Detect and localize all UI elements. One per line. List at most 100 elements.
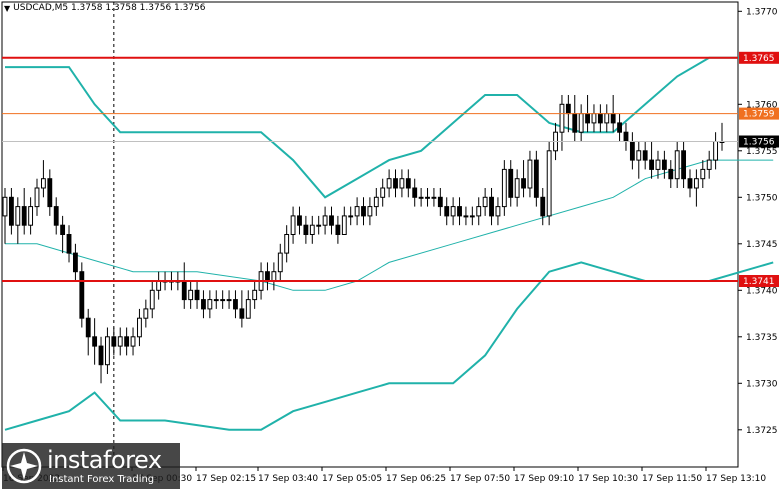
- y-tick-label: 1.3735: [746, 333, 778, 343]
- candle-body: [386, 178, 392, 189]
- candle-body: [367, 206, 373, 217]
- candle-body: [489, 196, 494, 217]
- candle-body: [207, 299, 213, 310]
- candle-body: [213, 299, 219, 302]
- candle-body: [284, 234, 290, 254]
- level-price-label: 1.3765: [743, 54, 775, 64]
- candle-body: [527, 159, 533, 189]
- candle-body: [226, 299, 232, 302]
- candle-body: [149, 289, 155, 310]
- x-tick-label: 17 Sep 03:40: [258, 474, 318, 484]
- candle-body: [559, 103, 565, 133]
- level-price-label: 1.3759: [743, 110, 775, 120]
- candle-body: [72, 252, 78, 273]
- candle-body: [111, 336, 117, 347]
- candle-body: [316, 224, 322, 227]
- candle-body: [533, 159, 539, 198]
- candle-body: [271, 271, 277, 282]
- candle-body: [591, 113, 597, 124]
- level-price-label: 1.3741: [743, 277, 775, 287]
- candle-body: [354, 206, 360, 217]
- candle-body: [629, 141, 635, 161]
- candle-body: [706, 159, 712, 170]
- candle-body: [34, 187, 40, 208]
- candle-body: [309, 224, 315, 235]
- symbol-readout: USDCAD,M5 1.3758 1.3758 1.3756 1.3756: [13, 3, 206, 13]
- candle-body: [329, 215, 334, 226]
- candle-body: [693, 178, 699, 189]
- candle-body: [565, 103, 571, 115]
- candle-body: [117, 336, 123, 347]
- level-price-tag: [739, 135, 779, 148]
- y-tick-label: 1.3725: [746, 426, 778, 436]
- candle-body: [636, 150, 642, 161]
- candle-body: [303, 224, 309, 235]
- candle-body: [521, 178, 526, 189]
- candle-body: [28, 206, 34, 226]
- candle-body: [130, 336, 136, 347]
- candle-body: [437, 196, 443, 208]
- candle-body: [649, 159, 655, 170]
- candle-body: [8, 196, 14, 226]
- watermark-name: instaforex: [47, 446, 162, 474]
- candle-body: [92, 336, 98, 347]
- y-tick-label: 1.3745: [746, 240, 778, 250]
- candle-body: [642, 150, 648, 161]
- candle-body: [194, 289, 200, 301]
- candle-body: [457, 206, 462, 217]
- candle-body: [47, 178, 53, 208]
- candle-body: [514, 178, 520, 198]
- triangle-down-icon[interactable]: ▼: [4, 3, 11, 13]
- candle-body: [713, 141, 719, 161]
- candle-body: [540, 196, 546, 217]
- candle-body: [15, 206, 21, 226]
- candle-body: [617, 122, 622, 133]
- candle-body: [245, 299, 251, 319]
- candle-body: [252, 289, 258, 301]
- candle-body: [450, 206, 456, 217]
- candle-body: [137, 317, 142, 338]
- candle-body: [578, 113, 584, 133]
- candle-body: [361, 206, 366, 217]
- candle-body: [444, 206, 450, 217]
- y-tick-label: 1.3755: [746, 147, 778, 157]
- candle-body: [546, 150, 552, 217]
- level-price-tag: [739, 107, 779, 120]
- candle-body: [399, 178, 405, 189]
- candle-body: [98, 345, 104, 366]
- y-tick-label: 1.3730: [746, 379, 778, 389]
- y-tick-label: 1.3760: [746, 100, 778, 110]
- candle-body: [668, 168, 674, 180]
- candle-body: [341, 215, 347, 235]
- candle-body: [405, 178, 411, 189]
- level-price-tag: [739, 275, 779, 287]
- candle-body: [201, 299, 206, 310]
- candle-body: [700, 168, 706, 180]
- y-tick-label: 1.3770: [746, 7, 778, 17]
- level-price-label: 1.3756: [743, 138, 775, 148]
- chart-header: ▼ USDCAD,M5 1.3758 1.3758 1.3756 1.3756: [4, 3, 206, 13]
- candle-body: [418, 196, 424, 199]
- candle-body: [623, 131, 629, 142]
- candle-body: [40, 178, 46, 189]
- x-tick-label: 17 Sep 06:25: [386, 474, 446, 484]
- candle-body: [79, 271, 85, 319]
- instaforex-logo: instaforex Instant Forex Trading: [2, 443, 180, 489]
- candle-body: [393, 178, 398, 189]
- candle-body: [469, 215, 475, 218]
- watermark-tagline: Instant Forex Trading: [49, 474, 155, 485]
- candle-body: [373, 196, 379, 208]
- candle-body: [604, 113, 610, 124]
- candle-body: [335, 224, 341, 235]
- x-tick-label: 17 Sep 13:10: [706, 474, 766, 484]
- candle-body: [265, 271, 270, 282]
- candle-body: [501, 168, 507, 208]
- candle-body: [297, 215, 302, 226]
- candle-body: [348, 215, 354, 218]
- candle-body: [572, 113, 578, 133]
- x-tick-label: 17 Sep 10:30: [578, 474, 638, 484]
- candle-body: [143, 308, 149, 319]
- candle-body: [2, 196, 8, 217]
- candle-body: [681, 150, 687, 180]
